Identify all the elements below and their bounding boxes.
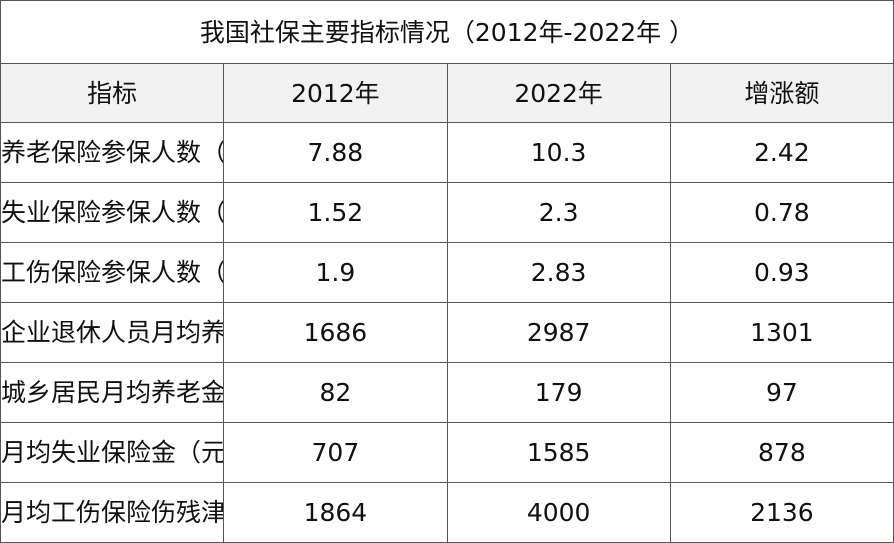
table-row: 工伤保险参保人数（亿人 ） 1.9 2.83 0.93 <box>0 242 894 303</box>
value-2022-cell: 179 <box>446 362 671 423</box>
header-indicator: 指标 <box>0 63 225 123</box>
value-2022-cell: 2.83 <box>446 242 671 303</box>
value-2012-cell: 1.52 <box>223 182 448 243</box>
table-row: 月均工伤保险伤残津贴（元 ） 1864 4000 2136 <box>0 482 894 543</box>
indicator-cell: 失业保险参保人数（亿人 ） <box>0 182 225 243</box>
indicator-cell: 月均失业保险金（元 ） <box>0 422 225 483</box>
table-row: 月均失业保险金（元 ） 707 1585 878 <box>0 422 894 483</box>
value-2022-cell: 2.3 <box>446 182 671 243</box>
value-2022-cell: 10.3 <box>446 122 671 183</box>
increase-cell: 1301 <box>669 302 894 363</box>
increase-cell: 97 <box>669 362 894 423</box>
value-2012-cell: 82 <box>223 362 448 423</box>
value-2012-cell: 1864 <box>223 482 448 543</box>
value-2012-cell: 1686 <box>223 302 448 363</box>
table-row: 养老保险参保人数（亿人 ） 7.88 10.3 2.42 <box>0 122 894 183</box>
indicator-cell: 工伤保险参保人数（亿人 ） <box>0 242 225 303</box>
increase-cell: 2136 <box>669 482 894 543</box>
header-increase: 增涨额 <box>669 63 894 123</box>
indicator-cell: 企业退休人员月均养老金（元 ） <box>0 302 225 363</box>
indicator-cell: 养老保险参保人数（亿人 ） <box>0 122 225 183</box>
value-2022-cell: 2987 <box>446 302 671 363</box>
indicator-cell: 城乡居民月均养老金（元 ） <box>0 362 225 423</box>
table-row: 城乡居民月均养老金（元 ） 82 179 97 <box>0 362 894 423</box>
value-2012-cell: 1.9 <box>223 242 448 303</box>
value-2012-cell: 7.88 <box>223 122 448 183</box>
indicator-cell: 月均工伤保险伤残津贴（元 ） <box>0 482 225 543</box>
value-2022-cell: 4000 <box>446 482 671 543</box>
header-row: 指标 2012年 2022年 增涨额 <box>0 63 894 123</box>
table-row: 企业退休人员月均养老金（元 ） 1686 2987 1301 <box>0 302 894 363</box>
table-title: 我国社保主要指标情况（2012年-2022年 ） <box>0 0 894 64</box>
increase-cell: 0.78 <box>669 182 894 243</box>
title-row: 我国社保主要指标情况（2012年-2022年 ） <box>0 0 894 64</box>
header-2012: 2012年 <box>223 63 448 123</box>
value-2012-cell: 707 <box>223 422 448 483</box>
value-2022-cell: 1585 <box>446 422 671 483</box>
table-row: 失业保险参保人数（亿人 ） 1.52 2.3 0.78 <box>0 182 894 243</box>
increase-cell: 2.42 <box>669 122 894 183</box>
increase-cell: 0.93 <box>669 242 894 303</box>
increase-cell: 878 <box>669 422 894 483</box>
header-2022: 2022年 <box>446 63 671 123</box>
